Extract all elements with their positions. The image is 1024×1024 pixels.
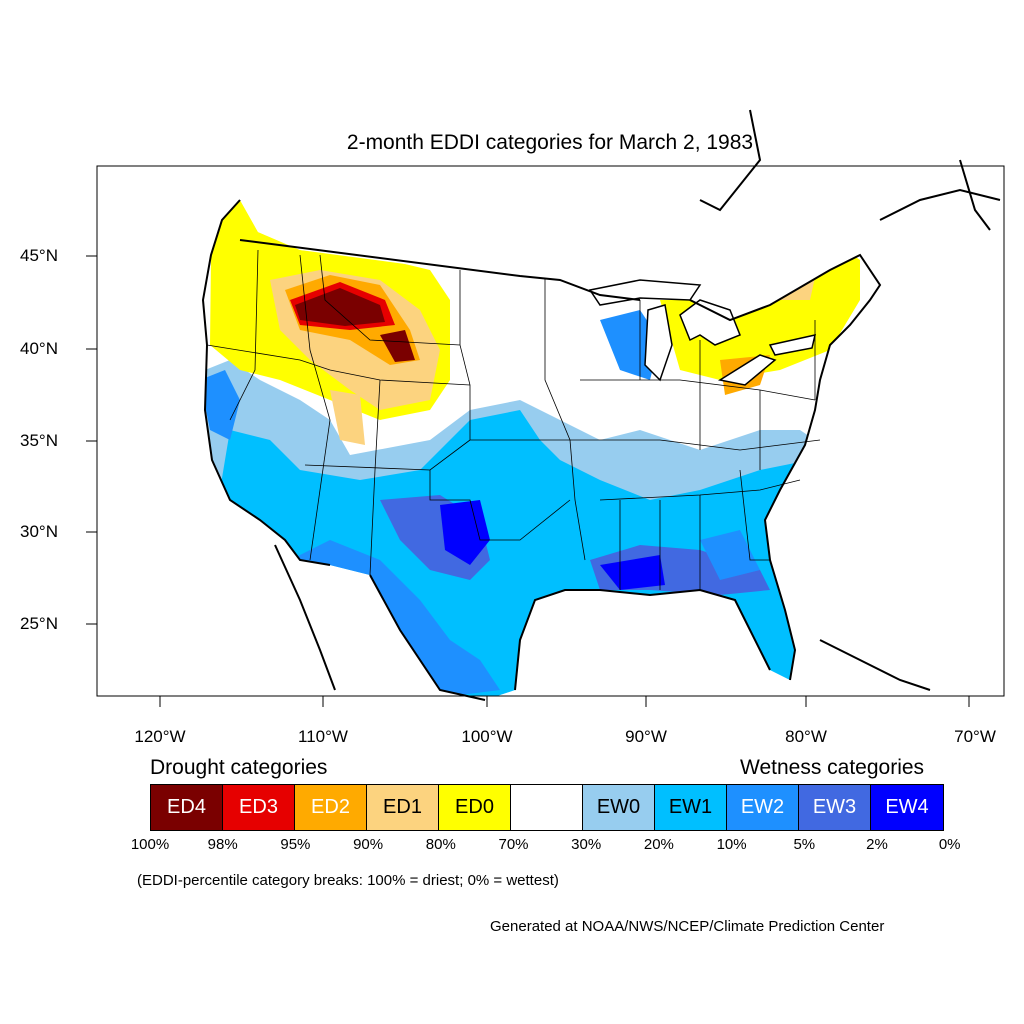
lon-label-110: 110°W xyxy=(298,727,348,746)
axis-ticks xyxy=(86,255,970,707)
lat-label-30: 30°N xyxy=(20,522,58,541)
lon-label-100: 100°W xyxy=(461,727,513,746)
percent-break-label: 98% xyxy=(207,836,238,853)
percent-break-label: 0% xyxy=(938,836,961,853)
lon-label-80: 80°W xyxy=(785,727,827,746)
legend-box-ew1: EW1 xyxy=(655,785,727,830)
drought-categories-title: Drought categories xyxy=(150,756,328,779)
lat-label-35: 35°N xyxy=(20,431,58,450)
lon-label-90: 90°W xyxy=(625,727,667,746)
lat-label-45: 45°N xyxy=(20,246,58,265)
wetness-categories-title: Wetness categories xyxy=(740,756,925,779)
percent-break-label: 95% xyxy=(280,836,311,853)
eddi-field xyxy=(203,200,880,696)
state-borders xyxy=(206,249,821,590)
legend-box-ew0: EW0 xyxy=(583,785,655,830)
great-lakes xyxy=(588,279,816,386)
lat-label-40: 40°N xyxy=(20,339,58,358)
lat-label-25: 25°N xyxy=(20,614,58,633)
legend-box-ed0: ED0 xyxy=(439,785,511,830)
legend-box-ed4: ED4 xyxy=(151,785,223,830)
map-title: 2-month EDDI categories for March 2, 198… xyxy=(346,131,754,154)
percent-break-label: 30% xyxy=(571,836,602,853)
coastlines xyxy=(201,109,1001,701)
legend-box-ed3: ED3 xyxy=(223,785,295,830)
percent-break-label: 5% xyxy=(793,836,816,853)
percent-break-label: 90% xyxy=(353,836,384,853)
category-note: (EDDI-percentile category breaks: 100% =… xyxy=(137,872,559,889)
lon-label-70: 70°W xyxy=(954,727,996,746)
legend-box-neutral xyxy=(511,785,583,830)
category-legend: ED4 ED3 ED2 ED1 ED0 EW0 EW1 EW2 EW3 EW4 xyxy=(150,784,944,831)
credit-line: Generated at NOAA/NWS/NCEP/Climate Predi… xyxy=(490,918,885,935)
legend-box-ew3: EW3 xyxy=(799,785,871,830)
legend-box-ed2: ED2 xyxy=(295,785,367,830)
percent-break-label: 10% xyxy=(716,836,747,853)
percent-break-label: 70% xyxy=(498,836,529,853)
percent-break-label: 20% xyxy=(643,836,674,853)
lon-label-120: 120°W xyxy=(134,727,186,746)
map-frame xyxy=(96,165,1005,697)
percent-break-label: 80% xyxy=(425,836,456,853)
legend-box-ed1: ED1 xyxy=(367,785,439,830)
percent-break-label: 2% xyxy=(866,836,888,853)
legend-box-ew4: EW4 xyxy=(871,785,943,830)
legend-box-ew2: EW2 xyxy=(727,785,799,830)
percent-break-label: 100% xyxy=(130,836,170,853)
